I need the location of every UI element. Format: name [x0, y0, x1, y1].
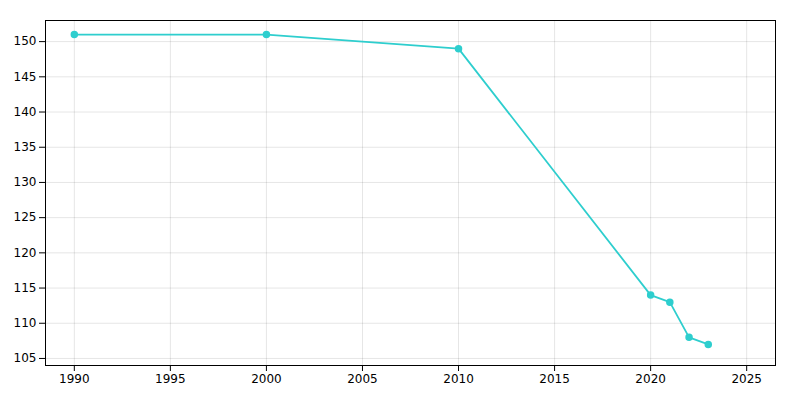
svg-text:125: 125	[14, 210, 37, 224]
svg-text:135: 135	[14, 140, 37, 154]
svg-text:2015: 2015	[539, 372, 570, 386]
svg-text:1995: 1995	[155, 372, 186, 386]
svg-text:1990: 1990	[59, 372, 90, 386]
svg-text:2005: 2005	[347, 372, 378, 386]
svg-text:2000: 2000	[251, 372, 282, 386]
svg-text:110: 110	[14, 316, 37, 330]
svg-text:115: 115	[14, 281, 37, 295]
svg-text:105: 105	[14, 351, 37, 365]
svg-text:150: 150	[14, 34, 37, 48]
svg-text:2025: 2025	[731, 372, 762, 386]
svg-text:120: 120	[14, 246, 37, 260]
svg-text:145: 145	[14, 70, 37, 84]
svg-text:140: 140	[14, 105, 37, 119]
svg-text:130: 130	[14, 175, 37, 189]
svg-text:2010: 2010	[443, 372, 474, 386]
svg-text:2020: 2020	[635, 372, 666, 386]
